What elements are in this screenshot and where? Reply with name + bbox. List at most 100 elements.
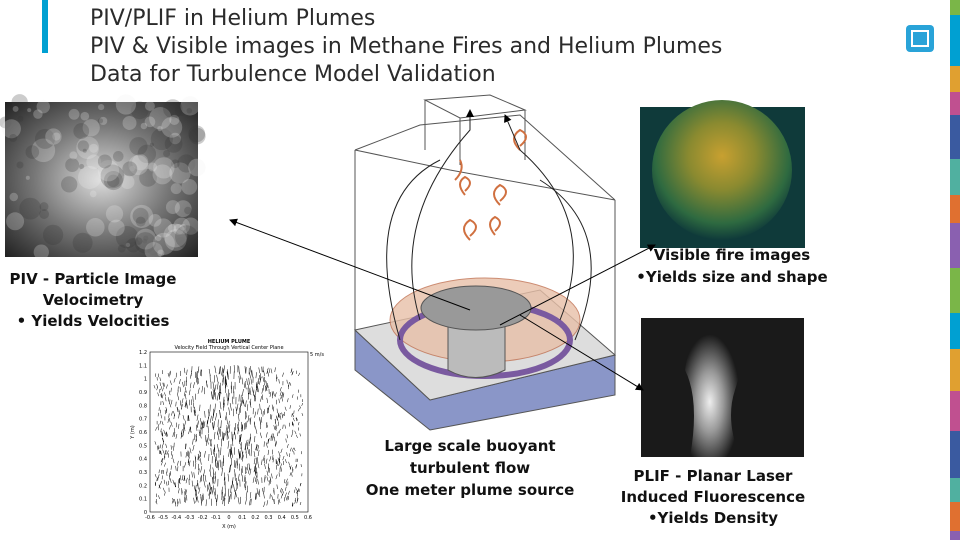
x-tick-label: 0.4 <box>278 515 286 521</box>
vector <box>154 441 157 445</box>
vector <box>268 467 270 474</box>
vector <box>190 370 192 377</box>
vector <box>221 468 223 476</box>
vector <box>231 450 233 458</box>
vector <box>243 423 246 430</box>
vector <box>178 488 180 494</box>
plot-title: HELIUM PLUME <box>208 339 251 345</box>
vector <box>254 436 256 443</box>
vector <box>212 467 215 475</box>
vector <box>299 501 302 506</box>
vector <box>219 401 222 410</box>
vector <box>245 422 247 430</box>
speckle <box>165 200 180 215</box>
speckle <box>169 114 180 126</box>
speckle <box>1 119 21 139</box>
vector <box>199 476 202 483</box>
vector <box>296 417 298 421</box>
vector <box>188 389 191 396</box>
vector <box>184 393 187 400</box>
vector <box>226 425 229 434</box>
vector <box>174 482 177 488</box>
vector <box>214 392 217 400</box>
speckle <box>134 232 156 254</box>
vector <box>265 385 268 391</box>
vector <box>277 457 280 463</box>
vector <box>185 477 188 484</box>
vector <box>189 382 192 389</box>
vector <box>281 397 284 402</box>
speckle <box>149 107 172 130</box>
vector <box>178 409 181 415</box>
plot-subtitle: Velocity Field Through Vertical Center P… <box>174 345 283 351</box>
vector <box>231 480 233 489</box>
x-tick-label: 0.6 <box>304 515 312 521</box>
vector <box>242 389 244 396</box>
vector <box>265 458 268 464</box>
vector <box>197 421 199 428</box>
vector <box>237 473 240 482</box>
vector <box>289 453 291 458</box>
vector <box>267 383 269 389</box>
vector <box>208 411 210 419</box>
vector <box>284 406 287 411</box>
vector <box>181 398 184 404</box>
speckle <box>99 116 108 126</box>
vector <box>248 463 251 470</box>
vector <box>166 384 168 389</box>
vector <box>244 366 246 373</box>
x-tick-label: -0.6 <box>145 515 155 521</box>
stripe-segment <box>950 349 960 391</box>
vector <box>212 485 214 493</box>
vector <box>249 388 252 396</box>
speckle <box>130 101 149 120</box>
stripe-segment <box>950 391 960 431</box>
speckle <box>115 94 137 115</box>
speckle <box>135 216 146 227</box>
stripe-segment <box>950 502 960 531</box>
vector <box>280 448 283 454</box>
speckle <box>77 165 102 190</box>
vector <box>299 483 302 487</box>
vector <box>173 377 176 383</box>
vector <box>164 431 167 436</box>
vector <box>197 454 200 461</box>
vector <box>249 468 252 476</box>
vector <box>282 393 285 398</box>
vector <box>257 408 259 415</box>
speckle <box>175 237 187 249</box>
vector <box>254 469 257 476</box>
vector <box>301 402 303 406</box>
vector <box>205 499 207 507</box>
vector <box>219 409 221 418</box>
speckle <box>169 132 181 145</box>
vector <box>238 450 240 458</box>
speckle <box>25 175 30 180</box>
vector <box>246 378 248 386</box>
speckle <box>143 235 149 241</box>
vector <box>226 393 228 402</box>
vector <box>181 488 183 494</box>
vector <box>219 459 222 468</box>
title-line: PIV & Visible images in Methane Fires an… <box>90 34 722 59</box>
vector <box>259 432 262 439</box>
vector <box>245 446 247 453</box>
vector <box>258 489 260 496</box>
speckle <box>103 170 123 191</box>
y-tick-label: 0.9 <box>139 390 147 396</box>
vector <box>296 493 299 497</box>
speckle <box>188 158 206 177</box>
vector <box>234 489 237 498</box>
vector <box>198 487 201 494</box>
vector <box>278 451 280 456</box>
vector <box>223 432 225 441</box>
speckle <box>142 238 148 244</box>
vector <box>185 400 188 406</box>
speckle <box>33 244 49 260</box>
vector <box>161 421 164 426</box>
vector <box>275 441 277 447</box>
stripe-segment <box>950 195 960 223</box>
speckle <box>129 137 148 156</box>
vector <box>280 467 282 472</box>
vector <box>291 394 294 398</box>
